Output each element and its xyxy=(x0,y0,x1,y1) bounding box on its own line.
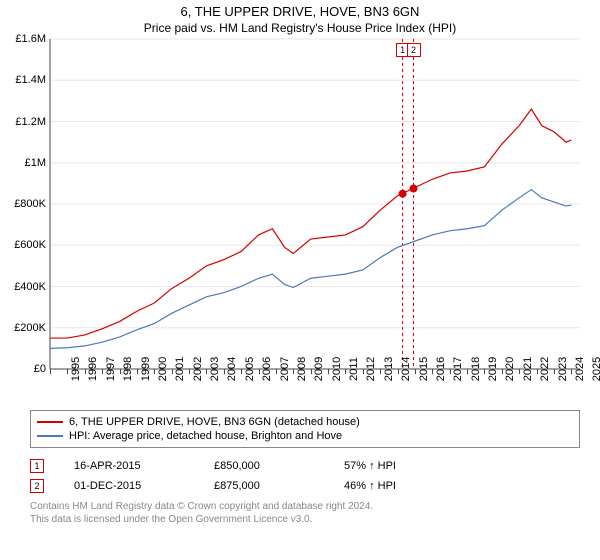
legend-swatch xyxy=(37,421,63,423)
sales-row-marker: 2 xyxy=(30,479,44,493)
sales-row: 1 16-APR-2015 £850,000 57% ↑ HPI xyxy=(30,456,580,476)
ytick-label: £200K xyxy=(14,322,50,334)
below-chart: 6, THE UPPER DRIVE, HOVE, BN3 6GN (detac… xyxy=(30,410,580,526)
sales-row: 2 01-DEC-2015 £875,000 46% ↑ HPI xyxy=(30,476,580,496)
sales-price: £875,000 xyxy=(214,480,314,492)
footer-line2: This data is licensed under the Open Gov… xyxy=(30,513,580,526)
sales-row-marker: 1 xyxy=(30,459,44,473)
sales-date: 01-DEC-2015 xyxy=(74,480,184,492)
legend: 6, THE UPPER DRIVE, HOVE, BN3 6GN (detac… xyxy=(30,410,580,448)
sales-delta: 57% ↑ HPI xyxy=(344,460,396,472)
chart-subtitle: Price paid vs. HM Land Registry's House … xyxy=(0,19,600,39)
legend-swatch xyxy=(37,435,63,437)
chart-container: { "title": "6, THE UPPER DRIVE, HOVE, BN… xyxy=(0,0,600,560)
legend-label: 6, THE UPPER DRIVE, HOVE, BN3 6GN (detac… xyxy=(69,416,360,428)
sales-price: £850,000 xyxy=(214,460,314,472)
sales-table: 1 16-APR-2015 £850,000 57% ↑ HPI 2 01-DEC-201… xyxy=(30,448,580,496)
ytick-label: £1.4M xyxy=(15,74,50,86)
sale-marker-2: 2 xyxy=(407,43,421,57)
xtick-label: 2025 xyxy=(571,357,600,381)
ytick-label: £1.2M xyxy=(15,116,50,128)
sales-date: 16-APR-2015 xyxy=(74,460,184,472)
chart-title: 6, THE UPPER DRIVE, HOVE, BN3 6GN xyxy=(0,0,600,19)
chart-svg xyxy=(50,39,580,369)
ytick-label: £0 xyxy=(34,363,50,375)
legend-label: HPI: Average price, detached house, Brig… xyxy=(69,430,342,442)
ytick-label: £600K xyxy=(14,239,50,251)
sales-delta: 46% ↑ HPI xyxy=(344,480,396,492)
ytick-label: £400K xyxy=(14,281,50,293)
plot-area: £0£200K£400K£600K£800K£1M£1.2M£1.4M£1.6M… xyxy=(50,39,580,369)
footer: Contains HM Land Registry data © Crown c… xyxy=(30,496,580,526)
ytick-label: £1M xyxy=(25,157,50,169)
footer-line1: Contains HM Land Registry data © Crown c… xyxy=(30,500,580,513)
ytick-label: £1.6M xyxy=(15,33,50,45)
legend-row: 6, THE UPPER DRIVE, HOVE, BN3 6GN (detac… xyxy=(37,415,573,429)
legend-row: HPI: Average price, detached house, Brig… xyxy=(37,429,573,443)
ytick-label: £800K xyxy=(14,198,50,210)
